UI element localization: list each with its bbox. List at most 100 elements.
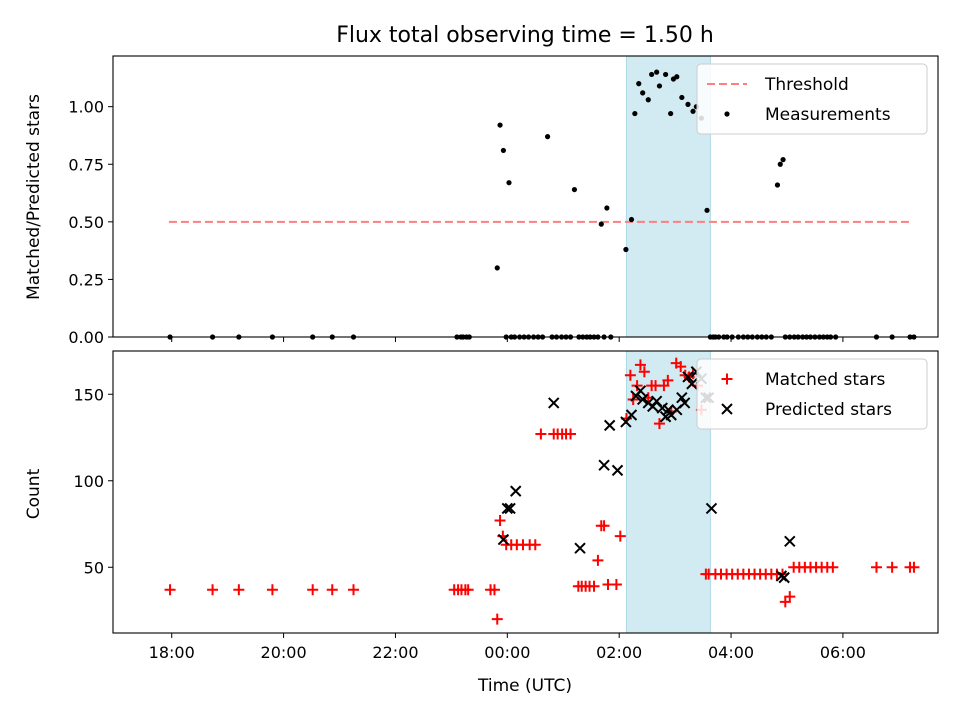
matched-star-marker: [207, 584, 219, 596]
predicted-star-marker: [686, 378, 698, 390]
predicted-star-marker: [634, 385, 647, 397]
measurement-point: [494, 265, 500, 271]
matched-star-marker: [491, 613, 503, 625]
matched-star-marker: [592, 554, 604, 566]
matched-star-marker: [634, 359, 646, 371]
measurement-point: [544, 134, 551, 140]
predicted-star-marker: [705, 502, 718, 515]
matched-star-marker: [233, 584, 245, 596]
legend-label: Threshold: [764, 75, 849, 95]
matched-star-marker: [588, 580, 600, 592]
bottom-panel: 50 100 150 18:00 20:00 22:00 00:00 02:00 04:00 06…: [73, 350, 939, 662]
predicted-star-marker: [574, 542, 586, 554]
x-tick-label: 22:00: [372, 643, 418, 662]
bottom-legend: Matched stars Predicted stars: [696, 358, 928, 430]
measurement-point: [604, 205, 610, 211]
matched-star-marker: [462, 584, 474, 596]
predicted-star-marker: [778, 571, 790, 584]
measurement-point: [668, 110, 674, 117]
measurement-point: [649, 71, 655, 78]
matched-star-marker: [529, 539, 541, 551]
measurement-point: [632, 110, 638, 117]
top-y-tick-label: 0.25: [68, 270, 104, 289]
measurement-point: [656, 83, 663, 89]
matched-star-marker: [488, 584, 500, 596]
measurement-point: [497, 122, 503, 128]
top-y-tick-label: 0.75: [68, 155, 104, 174]
predicted-star-marker: [603, 419, 616, 432]
bottom-legend-box: [696, 358, 928, 430]
measurement-point: [690, 108, 696, 114]
predicted-star-marker: [548, 397, 560, 409]
matched-star-marker: [886, 561, 898, 573]
measurement-point: [628, 216, 635, 223]
measurement-point: [704, 207, 710, 213]
predicted-star-marker: [504, 502, 516, 515]
predicted-star-marker: [784, 535, 796, 548]
predicted-star-marker: [636, 393, 649, 406]
matched-star-marker: [348, 584, 360, 596]
top-y-tick-label: 0.00: [68, 328, 104, 347]
legend-matched-swatch: [721, 373, 733, 385]
matched-star-marker: [908, 561, 920, 573]
top-legend-box: [696, 63, 928, 135]
measurement-point: [774, 182, 781, 188]
top-observing-window: [625, 55, 711, 338]
x-tick-label: 06:00: [820, 643, 866, 662]
measurement-point: [506, 180, 512, 186]
predicted-star-marker: [682, 371, 694, 383]
measurement-point: [623, 246, 629, 253]
predicted-star-marker: [497, 533, 510, 546]
x-tick-label: 04:00: [708, 643, 754, 662]
top-legend: Threshold Measurements: [696, 63, 928, 135]
x-tick-label: 00:00: [484, 643, 530, 662]
top-y-tick-label: 1.00: [68, 98, 104, 117]
top-plot-frame: [112, 55, 939, 338]
matched-star-marker: [307, 584, 319, 596]
predicted-star-marker: [611, 464, 624, 477]
measurement-point: [500, 147, 507, 154]
bottom-y-tick-label: 50: [84, 558, 104, 577]
measurement-point: [571, 186, 578, 193]
chart-title: Flux total observing time = 1.50 h: [336, 23, 714, 48]
bottom-y-tick-label: 100: [73, 472, 104, 491]
x-tick-label: 20:00: [261, 643, 307, 662]
matched-star-marker: [535, 428, 547, 440]
predicted-star-marker: [625, 409, 638, 421]
legend-label: Matched stars: [765, 370, 885, 390]
matched-star-marker: [326, 584, 338, 596]
bottom-y-axis-label: Count: [24, 468, 44, 519]
legend-label: Measurements: [765, 105, 891, 125]
measurement-point: [654, 69, 660, 75]
legend-label: Predicted stars: [765, 400, 892, 420]
measurement-point: [640, 90, 646, 96]
matched-star-marker: [598, 520, 610, 532]
matched-star-marker: [614, 530, 626, 542]
matched-star-marker: [631, 380, 643, 392]
bottom-plot-frame: [112, 350, 939, 634]
top-y-tick-label: 0.50: [68, 213, 104, 232]
predicted-star-marker: [598, 459, 610, 471]
x-tick-label: 18:00: [149, 643, 195, 662]
predicted-star-marker: [678, 397, 691, 409]
matched-star-marker: [565, 428, 577, 440]
measurement-point: [636, 81, 642, 87]
matched-star-marker: [624, 369, 636, 381]
x-tick-label: 02:00: [596, 643, 642, 662]
matched-star-marker: [653, 418, 665, 430]
matched-star-marker: [266, 584, 278, 596]
top-y-axis-label: Matched/Predicted stars: [24, 94, 44, 300]
matched-star-marker: [675, 361, 687, 373]
matched-star-marker: [662, 374, 674, 386]
legend-measurement-swatch: [724, 111, 730, 117]
legend-predicted-swatch: [721, 403, 733, 415]
measurement-point: [679, 94, 685, 101]
matched-star-marker: [494, 515, 506, 527]
predicted-star-marker: [510, 485, 522, 497]
measurement-point: [777, 161, 783, 167]
matched-star-marker: [638, 366, 650, 378]
x-axis-label: Time (UTC): [477, 676, 572, 696]
matched-star-marker: [164, 584, 176, 596]
matched-star-marker: [610, 579, 622, 591]
